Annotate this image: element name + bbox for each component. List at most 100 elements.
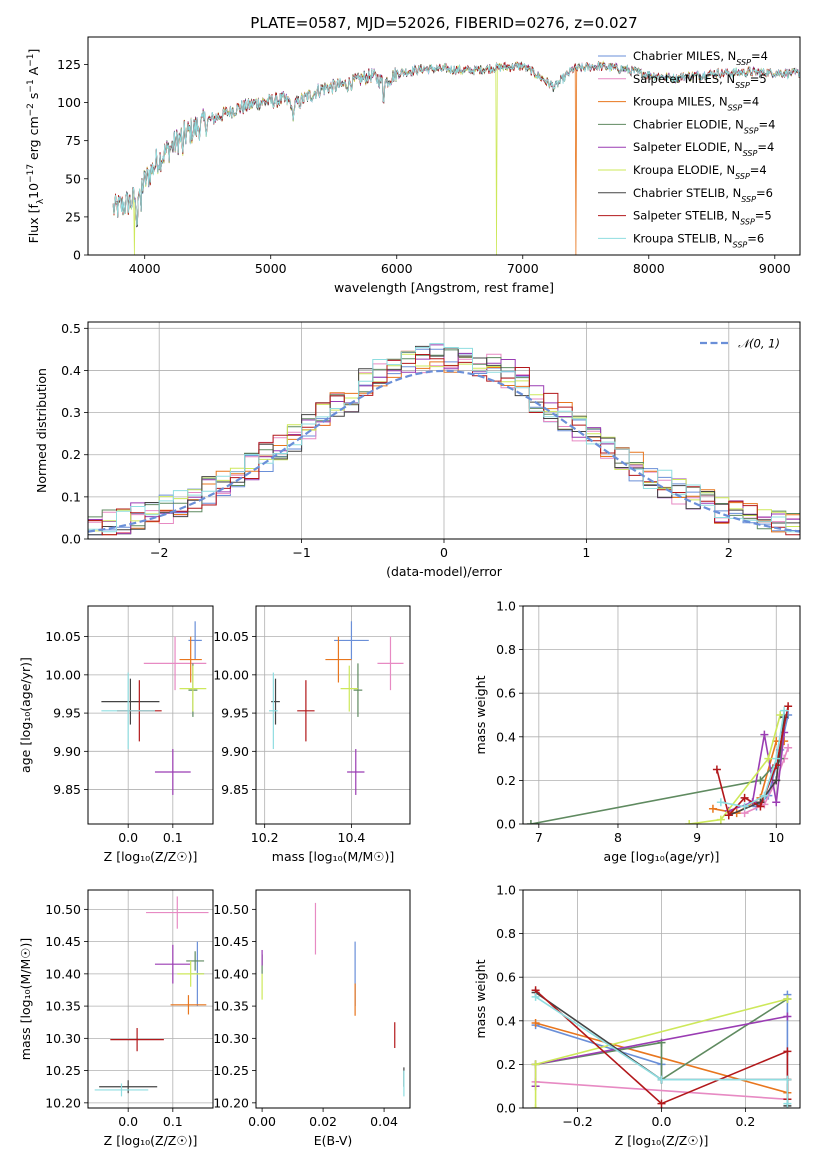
x-tick-label: −1 <box>292 545 310 560</box>
data-point <box>716 815 725 824</box>
y-tick-label: 10.45 <box>213 934 249 949</box>
plot-area-mass-vs-Z <box>94 896 209 1097</box>
axes-frame <box>522 889 801 1109</box>
plot-area-residuals <box>88 343 800 536</box>
errorbar-kroupa-miles <box>325 636 352 683</box>
data-point <box>716 798 725 807</box>
x-tick-label: 1 <box>582 545 590 560</box>
data-point <box>657 1099 666 1108</box>
y-tick-label: 0.6 <box>496 970 516 985</box>
plot-area-age-vs-mass <box>269 621 404 795</box>
histogram-salpeter-stelib <box>88 354 800 536</box>
data-point <box>740 802 749 811</box>
y-axis-label: Flux [fλ10−17 erg cm−2 s−1 A−1] <box>26 49 46 244</box>
data-point <box>740 793 749 802</box>
y-tick-label: 0.6 <box>496 686 516 701</box>
data-point <box>756 802 765 811</box>
errorbar-kroupa-elodie <box>179 665 207 712</box>
x-tick-label: 0.2 <box>735 1114 755 1129</box>
y-tick-label: 10.20 <box>213 1095 249 1110</box>
legend-entry: Kroupa MILES, NSSP=4 <box>633 95 759 113</box>
errorbar-kroupa-stelib <box>101 672 155 750</box>
errorbar-salpeter-stelib <box>297 680 315 742</box>
y-tick-label: 9.90 <box>53 744 81 759</box>
x-tick-label: 0.04 <box>370 1114 398 1129</box>
errorbar-salpeter-miles <box>143 636 207 691</box>
plot-area-mass-weight-vs-age <box>526 702 793 824</box>
y-tick-label: 9.95 <box>53 706 81 721</box>
x-axis-label: mass [log₁₀(M/M☉)] <box>272 849 394 864</box>
series-kroupa-elodie <box>685 711 785 824</box>
errorbar-salpeter-elodie <box>154 749 191 795</box>
x-tick-label: 5000 <box>255 261 287 276</box>
x-tick-label: 0.0 <box>118 830 138 845</box>
legend-entry: Chabrier ELODIE, NSSP=4 <box>633 117 775 135</box>
axes-mass-vs-Z: 0.0 0.1 10.20 10.25 10.30 10.35 10.40 10.45 10.5… <box>18 889 214 1148</box>
axes-mass-weight-vs-Z: −0.2 0.0 0.2 0.0 0.2 0.4 0.6 0.8 1.0 Z [log₁₀(Z/Z… <box>473 883 801 1148</box>
data-point <box>526 820 535 824</box>
data-point <box>712 765 721 774</box>
data-point <box>760 730 769 739</box>
legend-entry: Salpeter MILES, NSSP=5 <box>633 72 767 90</box>
data-point <box>724 811 733 820</box>
chart-title: PLATE=0587, MJD=52026, FIBERID=0276, z=0… <box>250 14 637 32</box>
legend-entry: Salpeter STELIB, NSSP=5 <box>633 209 772 227</box>
data-point <box>783 995 792 1003</box>
errorbar-chabrier-stelib <box>99 1080 158 1094</box>
errorbar-kroupa-elodie <box>177 960 205 987</box>
errorbar-salpeter-miles <box>146 896 209 929</box>
y-tick-label: 9.85 <box>221 782 249 797</box>
x-tick-label: 9 <box>693 830 701 845</box>
data-point <box>760 791 769 800</box>
y-tick-label: 1.0 <box>496 883 516 898</box>
errorbar-chabrier-stelib <box>101 678 160 725</box>
x-tick-label: 10.2 <box>251 830 279 845</box>
legend-entry: Kroupa STELIB, NSSP=6 <box>633 231 764 249</box>
y-tick-label: 10.45 <box>45 934 81 949</box>
y-tick-label: 0.3 <box>61 405 81 420</box>
series-kroupa-stelib <box>531 992 792 1108</box>
y-tick-label: 1.0 <box>496 599 516 614</box>
legend-entry: Kroupa ELODIE, NSSP=4 <box>633 163 767 181</box>
y-tick-label: 0.2 <box>496 773 516 788</box>
y-axis-label: mass [log₁₀(M/M☉)] <box>18 938 33 1060</box>
errorbar-salpeter-elodie <box>154 944 191 984</box>
y-tick-label: 10.40 <box>213 966 249 981</box>
y-tick-label: 0.0 <box>496 1101 516 1116</box>
y-tick-label: 100 <box>57 95 81 110</box>
y-tick-label: 10.05 <box>45 629 81 644</box>
axes-age-vs-mass: 10.2 10.4 9.85 9.90 9.95 10.00 10.05 mass [log₁… <box>213 605 411 864</box>
spectrum-line-kroupa-elodie <box>112 60 800 255</box>
errorbar-chabrier-elodie <box>353 663 363 717</box>
y-tick-label: 10.30 <box>213 1031 249 1046</box>
x-axis-label: Z [log₁₀(Z/Z☉)] <box>615 1133 709 1148</box>
series-kroupa-stelib <box>716 706 789 811</box>
errorbar-kroupa-stelib <box>94 1083 149 1097</box>
y-tick-label: 10.50 <box>213 902 249 917</box>
y-tick-label: 0.4 <box>496 729 516 744</box>
x-tick-label: 0.02 <box>309 1114 337 1129</box>
y-tick-label: 10.25 <box>45 1063 81 1078</box>
errorbar-kroupa-elodie <box>340 665 358 712</box>
y-tick-label: 75 <box>65 133 81 148</box>
y-tick-label: 25 <box>65 209 81 224</box>
axes-frame <box>87 36 801 256</box>
plot-area-spectrum <box>112 60 800 255</box>
errorbar-kroupa-stelib <box>269 672 278 750</box>
y-tick-label: 10.30 <box>45 1031 81 1046</box>
legend-entry: Salpeter ELODIE, NSSP=4 <box>633 140 774 158</box>
x-tick-label: 4000 <box>129 261 161 276</box>
data-point <box>772 798 781 807</box>
y-axis-label: mass weight <box>473 675 488 754</box>
y-tick-label: 0.4 <box>61 363 81 378</box>
y-tick-label: 0.2 <box>496 1057 516 1072</box>
data-point <box>772 754 781 763</box>
errorbar-chabrier-miles <box>334 621 369 660</box>
axes-residuals: −2 −1 0 1 2 0.0 0.1 0.2 0.3 0.4 0.5 (data-model)/er… <box>34 321 801 579</box>
y-tick-label: 50 <box>65 171 81 186</box>
y-tick-label: 0.1 <box>61 489 81 504</box>
axes-frame <box>87 889 214 1109</box>
data-point <box>772 776 781 785</box>
y-tick-label: 10.25 <box>213 1063 249 1078</box>
